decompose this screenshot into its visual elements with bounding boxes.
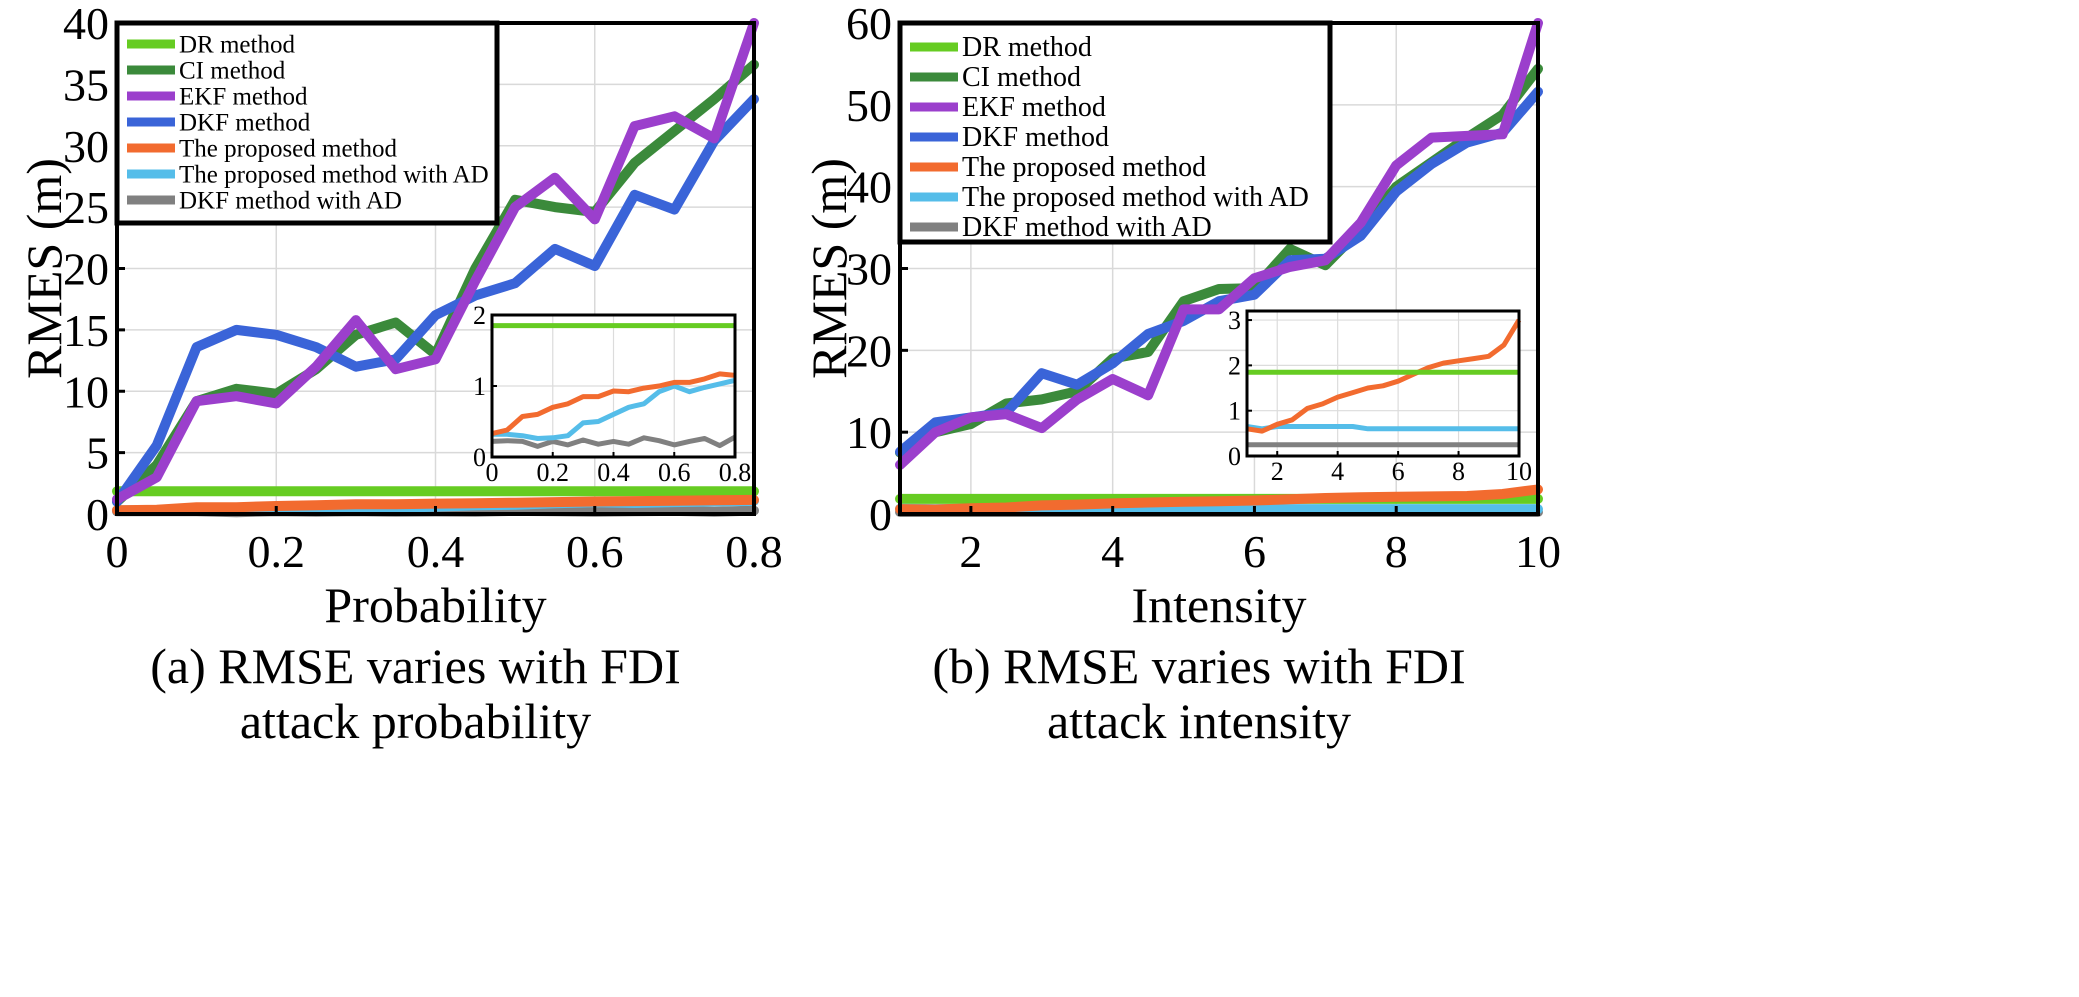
y-tick-label: 0 (869, 489, 892, 540)
y-tick-label: 0 (86, 489, 109, 540)
y-tick-label: 35 (63, 59, 109, 110)
series-line-dkf-method (112, 94, 759, 507)
legend-label-the-proposed-method-with-ad: The proposed method with AD (962, 182, 1309, 213)
legend-label-dr-method: DR method (962, 32, 1092, 63)
y-tick-label: 5 (86, 428, 109, 479)
x-tick-label: 0.4 (407, 526, 465, 577)
inset-y-tick-label: 3 (1228, 306, 1241, 335)
x-tick-label: 0.2 (248, 526, 306, 577)
inset: 2 4 6 8 10 0 1 2 3 (1228, 306, 1532, 486)
legend-label-dkf-method-with-ad: DKF method with AD (179, 187, 402, 214)
x-tick-label: 2 (959, 526, 982, 577)
series-line-ekf-method (112, 18, 759, 505)
series-line-ekf-method (895, 18, 1543, 470)
chart-a: 0 0.2 0.4 0.6 0.80510152025303540Probability… (16, 0, 783, 749)
y-tick-label: 30 (63, 121, 109, 172)
inset-x-tick-label: 6 (1392, 457, 1405, 486)
series-line-the-proposed-method (895, 484, 1543, 515)
caption-line-1: (a) RMSE varies with FDI (150, 638, 681, 694)
inset: 0 0.2 0.4 0.6 0.8 0 1 2 (473, 301, 751, 487)
inset-x-tick-label: 0.2 (537, 458, 570, 487)
y-tick-label: 25 (63, 182, 109, 233)
legend-label-the-proposed-method: The proposed method (179, 135, 398, 162)
inset-y-tick-label: 0 (1228, 442, 1241, 471)
inset-x-tick-label: 0.4 (597, 458, 630, 487)
y-axis-label: RMES (m) (16, 158, 72, 379)
legend-label-the-proposed-method-with-ad: The proposed method with AD (179, 161, 489, 188)
inset-series-line-dkf-method-with-ad (491, 434, 737, 449)
inset-series-line-the-proposed-method-with-ad (1246, 424, 1519, 432)
y-tick-label: 60 (846, 0, 892, 49)
y-tick-label: 50 (846, 80, 892, 131)
y-axis-label: RMES (m) (801, 158, 857, 379)
x-axis-label: Intensity (1132, 577, 1307, 633)
inset-y-tick-label: 2 (1228, 351, 1241, 380)
inset-frame (1245, 309, 1521, 458)
inset-x-tick-label: 0.8 (719, 458, 752, 487)
x-tick-label: 8 (1385, 526, 1408, 577)
inset-y-tick-label: 0 (473, 443, 486, 472)
inset-y-tick-label: 1 (1228, 397, 1241, 426)
inset-x-tick-label: 8 (1452, 457, 1465, 486)
legend-label-dkf-method-with-ad: DKF method with AD (962, 212, 1212, 243)
y-tick-label: 10 (63, 366, 109, 417)
x-tick-label: 0.6 (566, 526, 624, 577)
y-tick-label: 40 (846, 162, 892, 213)
inset-x-tick-label: 0.6 (658, 458, 691, 487)
x-tick-label: 4 (1101, 526, 1124, 577)
inset-y-tick-label: 1 (473, 372, 486, 401)
caption-line-1: (b) RMSE varies with FDI (932, 638, 1465, 694)
inset-x-tick-label: 0 (486, 458, 499, 487)
legend-label-dkf-method: DKF method (179, 109, 311, 136)
caption-line-2: attack probability (240, 693, 591, 749)
inset-x-tick-label: 10 (1506, 457, 1532, 486)
inset-series-line-the-proposed-method-with-ad (492, 377, 736, 441)
x-tick-label: 6 (1243, 526, 1266, 577)
legend-label-ci-method: CI method (179, 57, 286, 84)
inset-series-line-the-proposed-method (1246, 318, 1522, 434)
legend-label-ekf-method: EKF method (179, 83, 308, 110)
legend-label-ekf-method: EKF method (962, 92, 1106, 123)
x-axis-label: Probability (324, 577, 546, 633)
x-tick-label: 0 (106, 526, 129, 577)
caption-line-2: attack intensity (1047, 693, 1351, 749)
legend-label-dr-method: DR method (179, 31, 295, 58)
series-line-the-proposed-method (112, 494, 759, 516)
legend-box (114, 20, 500, 226)
inset-x-tick-label: 2 (1271, 457, 1284, 486)
legend-box (897, 20, 1333, 245)
x-tick-label: 0.8 (725, 526, 783, 577)
inset-series-line-the-proposed-method (491, 371, 736, 437)
y-tick-label: 30 (846, 244, 892, 295)
y-tick-label: 10 (846, 407, 892, 458)
x-tick-label: 10 (1515, 526, 1561, 577)
inset-x-tick-label: 4 (1331, 457, 1344, 486)
legend-label-ci-method: CI method (962, 62, 1081, 93)
legend-label-the-proposed-method: The proposed method (962, 152, 1206, 183)
y-tick-label: 40 (63, 0, 109, 49)
inset-y-tick-label: 2 (473, 301, 486, 330)
y-tick-label: 15 (63, 305, 109, 356)
y-tick-label: 20 (63, 244, 109, 295)
y-tick-label: 20 (846, 325, 892, 376)
legend-label-dkf-method: DKF method (962, 122, 1109, 153)
